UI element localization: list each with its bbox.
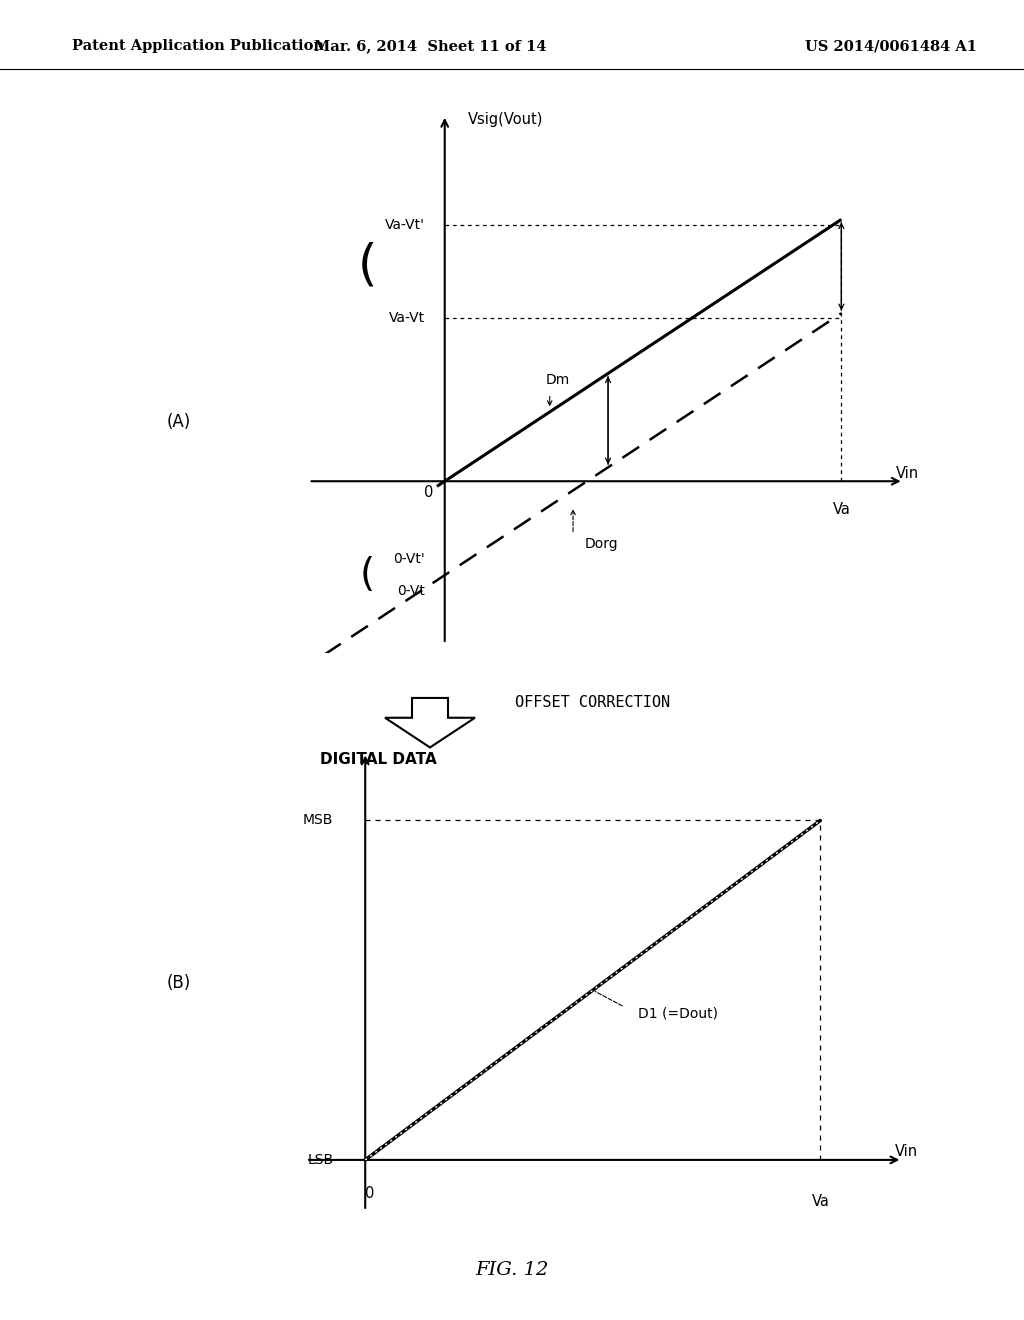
Text: (: (	[359, 556, 375, 594]
Text: OFFSET CORRECTION: OFFSET CORRECTION	[515, 696, 670, 710]
Text: DIGITAL DATA: DIGITAL DATA	[319, 752, 436, 767]
Text: Vin: Vin	[896, 466, 919, 480]
Text: Vin: Vin	[895, 1144, 919, 1159]
Text: Patent Application Publication: Patent Application Publication	[72, 40, 324, 53]
Text: 0-Vt': 0-Vt'	[393, 553, 425, 566]
Text: (: (	[357, 242, 377, 289]
Text: US 2014/0061484 A1: US 2014/0061484 A1	[805, 40, 977, 53]
Text: MSB: MSB	[303, 813, 334, 828]
Text: Va: Va	[833, 502, 850, 516]
Text: Va-Vt: Va-Vt	[389, 312, 425, 326]
Text: 0-Vt: 0-Vt	[397, 583, 425, 598]
Text: Vsig(Vout): Vsig(Vout)	[468, 112, 544, 127]
Text: D1 (=Dout): D1 (=Dout)	[638, 1007, 718, 1020]
Text: 0: 0	[366, 1187, 375, 1201]
Text: FIG. 12: FIG. 12	[475, 1261, 549, 1279]
Text: (B): (B)	[167, 974, 191, 993]
Text: Mar. 6, 2014  Sheet 11 of 14: Mar. 6, 2014 Sheet 11 of 14	[313, 40, 547, 53]
Text: 0: 0	[425, 484, 434, 500]
Text: Va-Vt': Va-Vt'	[385, 218, 425, 231]
Text: Va: Va	[811, 1193, 829, 1209]
Text: Dorg: Dorg	[585, 537, 618, 550]
Text: Dm: Dm	[546, 374, 570, 387]
Text: (A): (A)	[167, 413, 191, 432]
Text: LSB: LSB	[307, 1152, 334, 1167]
